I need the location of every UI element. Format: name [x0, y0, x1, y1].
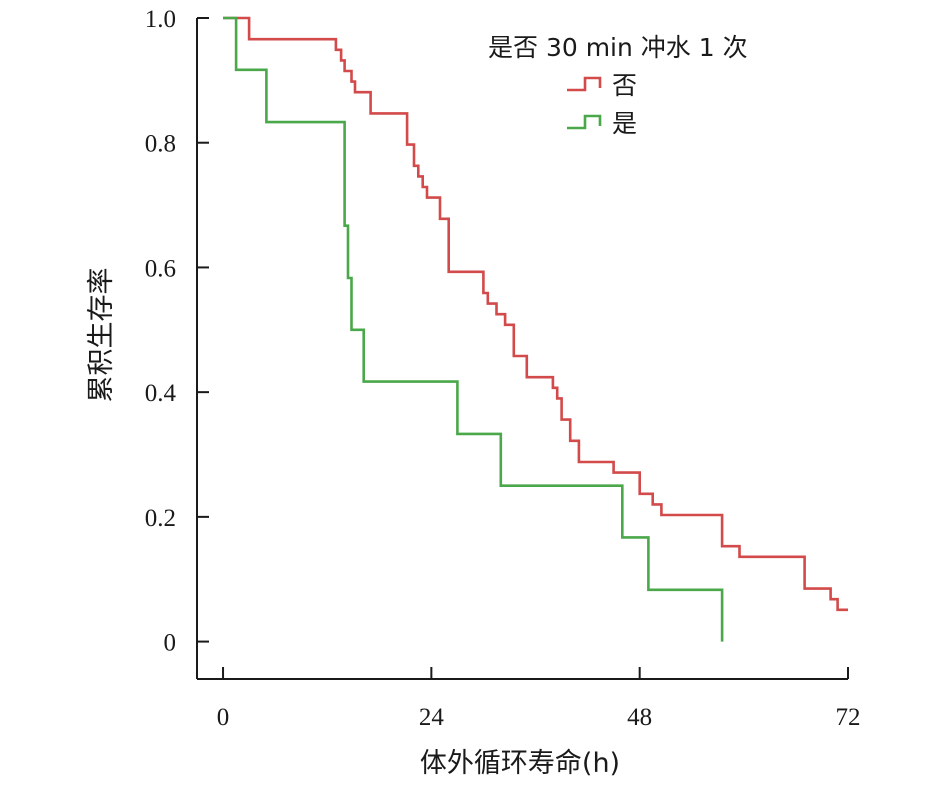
legend-label: 是: [612, 109, 637, 138]
legend: 是否 30 min 冲水 1 次 否是: [488, 33, 748, 138]
y-tick-label: 0.2: [145, 505, 176, 532]
y-tick-label: 0.8: [145, 131, 176, 158]
x-axis-title: 体外循环寿命(h): [420, 748, 620, 779]
legend-title: 是否 30 min 冲水 1 次: [488, 33, 748, 62]
x-tick-label: 24: [419, 704, 445, 731]
series-lines: [223, 16, 848, 642]
series-line-yes: [223, 16, 724, 642]
y-tick-label: 0.6: [145, 255, 176, 282]
ticks: 0 0.2 0.4 0.6 0.8 1.0 0 24 48 72: [145, 6, 861, 731]
axes: [196, 18, 848, 680]
y-tick-label: 0: [164, 630, 177, 657]
series-line-no: [223, 16, 848, 612]
y-tick-label: 1.0: [145, 6, 176, 33]
x-tick-label: 0: [217, 704, 230, 731]
legend-label: 否: [612, 71, 637, 100]
legend-entries: 否是: [567, 71, 637, 138]
y-tick-label: 0.4: [145, 380, 177, 407]
legend-symbol: [567, 76, 602, 92]
y-axis-title: 累积生存率: [86, 268, 117, 403]
legend-symbol: [567, 114, 602, 130]
x-tick-label: 72: [836, 704, 861, 731]
x-tick-label: 48: [627, 704, 652, 731]
